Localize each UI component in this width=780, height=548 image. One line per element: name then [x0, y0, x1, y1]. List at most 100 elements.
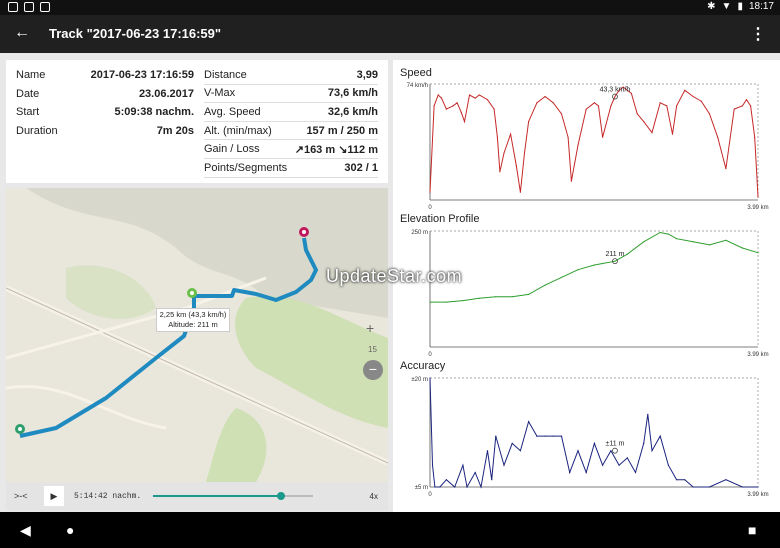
data-point	[496, 136, 498, 138]
info-label: Name	[16, 69, 46, 82]
map-canvas[interactable]	[6, 188, 388, 482]
x-min-tick-label: 0	[428, 492, 432, 498]
data-point	[560, 113, 563, 115]
y-max-tick-label: ±20 m	[411, 377, 428, 383]
playback-progress	[153, 495, 282, 497]
data-point	[544, 435, 546, 437]
data-point	[618, 89, 620, 91]
back-arrow-icon[interactable]: ←	[14, 24, 30, 41]
data-point	[523, 152, 526, 154]
nav-home-icon[interactable]: ●	[66, 522, 75, 538]
position-marker	[612, 447, 618, 454]
popup-altitude: Altitude: 211 m	[168, 320, 218, 329]
data-point	[671, 133, 674, 135]
info-value: 32,6 km/h	[327, 105, 378, 118]
data-point	[585, 108, 587, 110]
series-line	[429, 377, 758, 489]
app-bar: ← Track "2017-06-23 17:16:59" ⋮	[0, 15, 780, 53]
data-point	[725, 239, 727, 241]
loop-button[interactable]: >-<	[14, 491, 28, 501]
data-point	[437, 94, 439, 96]
data-point	[750, 105, 752, 107]
data-point	[708, 244, 711, 246]
info-row: V-Max 73,6 km/h	[204, 85, 378, 104]
data-point	[544, 284, 546, 286]
playback-speed-button[interactable]: 4x	[369, 491, 378, 501]
data-point	[636, 113, 638, 115]
data-point	[480, 486, 482, 488]
data-point	[503, 464, 505, 466]
info-row: Date 23.06.2017	[16, 85, 194, 104]
data-point	[577, 144, 579, 146]
x-max-tick-label: 3.99 km	[747, 352, 768, 358]
data-point	[493, 108, 495, 110]
data-point	[474, 97, 476, 99]
data-point	[610, 450, 612, 452]
y-max-tick-label: 250 m	[411, 230, 428, 236]
data-point	[456, 102, 458, 104]
data-point	[495, 296, 497, 298]
data-point	[429, 191, 431, 193]
data-point	[552, 102, 554, 104]
forest-area	[66, 265, 156, 319]
data-point	[593, 442, 595, 444]
marker-label: 211 m	[605, 251, 624, 258]
notification-icon	[40, 2, 50, 12]
data-point	[614, 95, 616, 98]
bluetooth-icon: ✱	[707, 1, 716, 12]
data-point	[460, 111, 462, 113]
overflow-menu-icon[interactable]: ⋮	[750, 26, 766, 43]
data-point	[618, 464, 620, 466]
x-max-tick-label: 3.99 km	[747, 492, 768, 498]
play-button[interactable]: ▶	[44, 486, 64, 506]
data-point	[757, 252, 759, 254]
data-point	[667, 233, 669, 235]
track-map[interactable]: 2,25 km (43,3 km/h) Altitude: 211 m + 15…	[6, 188, 388, 510]
data-point	[593, 264, 595, 266]
data-point	[491, 479, 493, 481]
speed-chart-title: Speed	[400, 67, 432, 79]
data-point	[511, 442, 513, 444]
data-point	[463, 121, 466, 123]
wifi-icon: ▼	[721, 1, 732, 12]
zoom-out-button[interactable]: −	[363, 360, 383, 380]
navigation-bar: ◀ ● ■	[0, 512, 780, 548]
data-point	[495, 435, 497, 437]
nav-recents-icon[interactable]: ■	[748, 522, 757, 538]
charts-panel: Speed Elevation Profile Accuracy 74 km/h…	[393, 60, 780, 512]
data-point	[519, 450, 521, 452]
data-point	[510, 133, 512, 135]
position-marker-icon	[187, 288, 197, 298]
data-point	[602, 262, 604, 265]
info-value: 5:09:38 nachm.	[114, 106, 194, 119]
nav-back-icon[interactable]: ◀	[20, 522, 31, 538]
battery-icon: ▮	[737, 1, 743, 12]
data-point	[577, 450, 579, 452]
series-line	[429, 86, 759, 197]
popup-distance: 2,25 km (43,3 km/h)	[159, 310, 227, 319]
data-point	[454, 486, 456, 488]
data-point	[445, 301, 447, 303]
data-point	[445, 479, 447, 481]
data-point	[474, 471, 476, 474]
data-point	[643, 121, 645, 123]
data-point	[692, 241, 694, 243]
info-value: 157 m / 250 m	[306, 124, 378, 137]
data-point	[757, 486, 759, 488]
info-row: Gain / Loss ↗163 m ↘112 m	[204, 140, 378, 159]
info-row: Points/Segments 302 / 1	[204, 159, 378, 178]
data-point	[676, 105, 678, 107]
data-point	[684, 89, 686, 91]
zoom-in-button[interactable]: +	[366, 320, 375, 336]
data-point	[659, 102, 661, 104]
data-point	[745, 99, 748, 101]
playback-slider[interactable]	[153, 492, 314, 500]
playback-thumb[interactable]	[277, 492, 286, 500]
x-min-tick-label: 0	[428, 205, 432, 211]
data-point	[511, 296, 513, 298]
info-label: Distance	[204, 68, 247, 81]
data-point	[544, 95, 546, 98]
info-row: Avg. Speed 32,6 km/h	[204, 103, 378, 122]
data-point	[651, 450, 653, 452]
data-point	[676, 479, 678, 481]
